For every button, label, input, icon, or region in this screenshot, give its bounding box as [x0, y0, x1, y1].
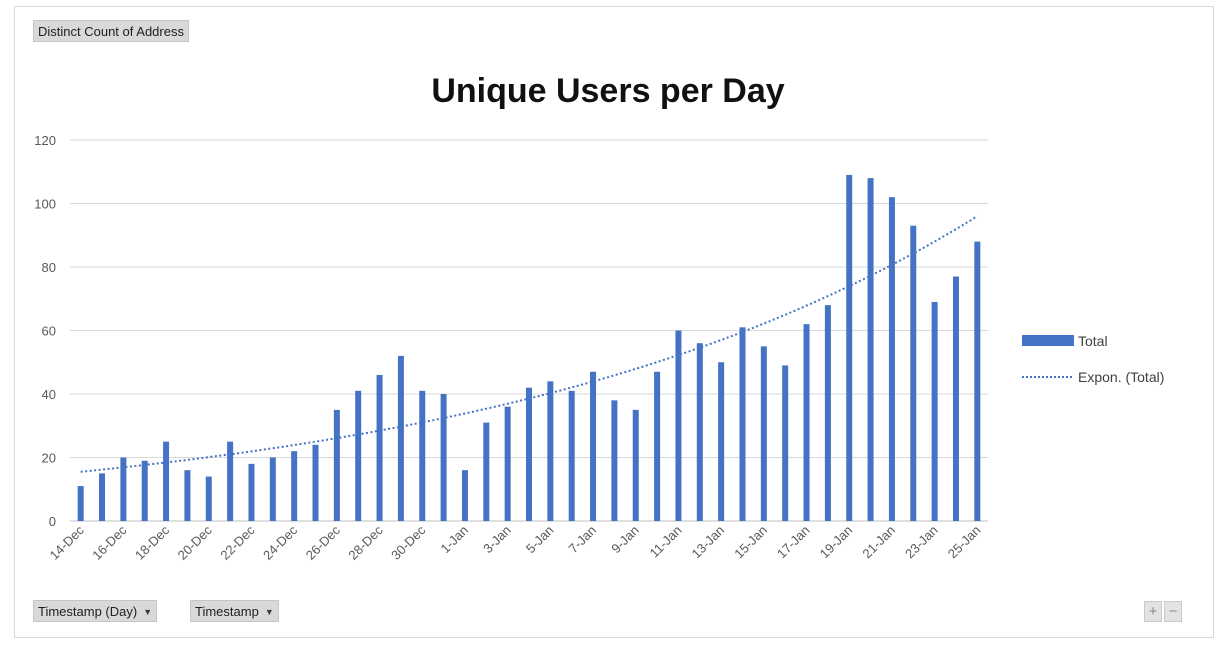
y-tick-label: 0: [49, 514, 56, 529]
bar: [376, 374, 383, 521]
x-tick-label: 11-Jan: [647, 523, 685, 561]
chart-title: Unique Users per Day: [431, 72, 784, 110]
trendline-expon-total: [80, 215, 978, 473]
x-tick-label: 5-Jan: [523, 523, 557, 557]
collapse-field-button[interactable]: −: [1164, 601, 1182, 622]
bar: [333, 409, 340, 521]
bar: [312, 444, 319, 521]
bar: [77, 486, 84, 521]
trendline-path: [80, 215, 978, 473]
bar: [675, 330, 682, 521]
bar: [269, 457, 276, 521]
bar: [888, 197, 895, 521]
x-tick-label: 15-Jan: [731, 523, 770, 562]
bar: [803, 324, 810, 521]
bar: [461, 470, 468, 521]
bar: [397, 355, 404, 521]
bar: [419, 390, 426, 521]
x-tick-label: 20-Dec: [175, 522, 216, 563]
bar: [952, 276, 959, 521]
y-axis: 0 20 40 60 80 100 120: [34, 133, 56, 529]
expand-field-button[interactable]: +: [1144, 601, 1162, 622]
gridlines: [70, 139, 988, 522]
x-tick-label: 7-Jan: [566, 523, 600, 557]
bar: [120, 457, 127, 521]
x-axis: 14-Dec 16-Dec 18-Dec 20-Dec 22-Dec 24-Dec 26-D…: [47, 522, 984, 563]
x-tick-label: 18-Dec: [132, 522, 173, 563]
bar: [184, 470, 191, 521]
axis-field-button-timestamp[interactable]: Timestamp ▼: [190, 600, 279, 622]
bar: [590, 371, 597, 521]
x-tick-label: 23-Jan: [902, 523, 941, 562]
bar: [739, 327, 746, 521]
x-tick-label: 19-Jan: [817, 523, 856, 562]
bar: [205, 476, 212, 521]
dropdown-caret-icon[interactable]: ▼: [264, 607, 274, 617]
axis-field-label: Timestamp: [195, 604, 259, 619]
axis-field-button-timestamp-day[interactable]: Timestamp (Day) ▼: [33, 600, 158, 622]
x-tick-label: 30-Dec: [388, 522, 429, 563]
x-tick-label: 24-Dec: [260, 522, 301, 563]
bar: [291, 451, 298, 521]
value-field-button[interactable]: Distinct Count of Address: [33, 20, 189, 42]
bar: [782, 365, 789, 521]
bar: [824, 305, 831, 521]
y-tick-label: 20: [42, 451, 56, 466]
bar: [440, 394, 447, 521]
bar: [227, 441, 234, 521]
axis-field-label: Timestamp (Day): [38, 604, 138, 619]
bar-series-total: [77, 174, 981, 522]
bar: [718, 362, 725, 521]
bar: [910, 225, 917, 521]
bar: [974, 241, 981, 521]
bar: [654, 371, 661, 521]
bar: [568, 390, 575, 521]
x-tick-label: 21-Jan: [859, 523, 898, 562]
legend-label-total: Total: [1078, 333, 1108, 349]
bar: [696, 343, 703, 521]
x-tick-label: 25-Jan: [945, 523, 984, 562]
bar: [483, 422, 490, 521]
y-tick-label: 40: [42, 387, 56, 402]
x-tick-label: 9-Jan: [608, 523, 642, 557]
y-tick-label: 80: [42, 260, 56, 275]
x-tick-label: 3-Jan: [480, 523, 514, 557]
bar: [141, 460, 148, 521]
bar: [931, 301, 938, 521]
bar: [547, 381, 554, 521]
legend-swatch-total: [1022, 335, 1074, 346]
bar: [355, 390, 362, 521]
bar: [611, 400, 618, 521]
bar: [846, 174, 853, 522]
x-tick-label: 28-Dec: [345, 522, 386, 563]
legend-label-trendline: Expon. (Total): [1078, 369, 1164, 385]
x-tick-label: 17-Jan: [774, 523, 813, 562]
bar: [760, 346, 767, 521]
y-tick-label: 60: [42, 324, 56, 339]
bar: [867, 178, 874, 521]
bar: [526, 387, 532, 521]
x-tick-label: 16-Dec: [89, 522, 130, 563]
x-tick-label: 26-Dec: [303, 522, 344, 563]
dropdown-caret-icon[interactable]: ▼: [143, 607, 153, 617]
x-tick-label: 13-Jan: [689, 523, 728, 562]
bar: [504, 406, 511, 521]
y-tick-label: 100: [34, 197, 56, 212]
bar: [248, 463, 255, 521]
chart-frame: [14, 6, 1214, 638]
y-tick-label: 120: [34, 133, 56, 148]
bar: [163, 441, 170, 521]
x-tick-label: 22-Dec: [217, 522, 258, 563]
bar: [632, 409, 639, 521]
x-tick-label: 1-Jan: [437, 523, 471, 557]
legend: Total Expon. (Total): [1022, 333, 1164, 385]
bar: [99, 473, 106, 521]
